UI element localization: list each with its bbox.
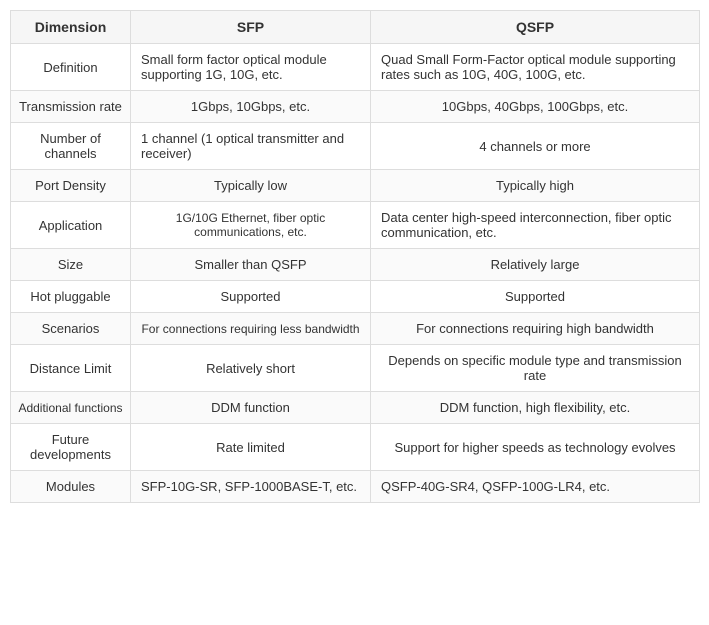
cell-dimension: Additional functions	[11, 392, 131, 424]
cell-qsfp: Quad Small Form-Factor optical module su…	[371, 44, 700, 91]
cell-qsfp: DDM function, high flexibility, etc.	[371, 392, 700, 424]
cell-sfp: DDM function	[131, 392, 371, 424]
cell-qsfp: Depends on specific module type and tran…	[371, 345, 700, 392]
cell-dimension: Number of channels	[11, 123, 131, 170]
cell-sfp: For connections requiring less bandwidth	[131, 313, 371, 345]
cell-dimension: Transmission rate	[11, 91, 131, 123]
cell-sfp: Smaller than QSFP	[131, 249, 371, 281]
table-row: DefinitionSmall form factor optical modu…	[11, 44, 700, 91]
cell-dimension: Modules	[11, 471, 131, 503]
cell-qsfp: QSFP-40G-SR4, QSFP-100G-LR4, etc.	[371, 471, 700, 503]
cell-qsfp: Supported	[371, 281, 700, 313]
cell-dimension: Scenarios	[11, 313, 131, 345]
table-body: DefinitionSmall form factor optical modu…	[11, 44, 700, 503]
cell-sfp: 1G/10G Ethernet, fiber optic communicati…	[131, 202, 371, 249]
table-row: Additional functionsDDM functionDDM func…	[11, 392, 700, 424]
table-row: Application1G/10G Ethernet, fiber optic …	[11, 202, 700, 249]
col-header-dimension: Dimension	[11, 11, 131, 44]
cell-sfp: SFP-10G-SR, SFP-1000BASE-T, etc.	[131, 471, 371, 503]
cell-dimension: Application	[11, 202, 131, 249]
table-row: Transmission rate1Gbps, 10Gbps, etc.10Gb…	[11, 91, 700, 123]
cell-dimension: Port Density	[11, 170, 131, 202]
table-row: Future developmentsRate limitedSupport f…	[11, 424, 700, 471]
cell-sfp: Small form factor optical module support…	[131, 44, 371, 91]
table-row: SizeSmaller than QSFPRelatively large	[11, 249, 700, 281]
cell-sfp: 1 channel (1 optical transmitter and rec…	[131, 123, 371, 170]
table-row: Hot pluggableSupportedSupported	[11, 281, 700, 313]
comparison-table: Dimension SFP QSFP DefinitionSmall form …	[10, 10, 700, 503]
table-row: Port DensityTypically lowTypically high	[11, 170, 700, 202]
table-row: Distance LimitRelatively shortDepends on…	[11, 345, 700, 392]
comparison-table-container: Dimension SFP QSFP DefinitionSmall form …	[10, 10, 699, 503]
cell-dimension: Size	[11, 249, 131, 281]
cell-dimension: Definition	[11, 44, 131, 91]
table-row: ScenariosFor connections requiring less …	[11, 313, 700, 345]
cell-sfp: Typically low	[131, 170, 371, 202]
cell-qsfp: 4 channels or more	[371, 123, 700, 170]
cell-sfp: Relatively short	[131, 345, 371, 392]
cell-sfp: Supported	[131, 281, 371, 313]
cell-qsfp: Relatively large	[371, 249, 700, 281]
cell-sfp: 1Gbps, 10Gbps, etc.	[131, 91, 371, 123]
cell-dimension: Future developments	[11, 424, 131, 471]
cell-dimension: Distance Limit	[11, 345, 131, 392]
cell-dimension: Hot pluggable	[11, 281, 131, 313]
cell-qsfp: Typically high	[371, 170, 700, 202]
table-header-row: Dimension SFP QSFP	[11, 11, 700, 44]
cell-sfp: Rate limited	[131, 424, 371, 471]
col-header-sfp: SFP	[131, 11, 371, 44]
table-row: Number of channels1 channel (1 optical t…	[11, 123, 700, 170]
cell-qsfp: For connections requiring high bandwidth	[371, 313, 700, 345]
table-row: ModulesSFP-10G-SR, SFP-1000BASE-T, etc.Q…	[11, 471, 700, 503]
cell-qsfp: Data center high-speed interconnection, …	[371, 202, 700, 249]
cell-qsfp: Support for higher speeds as technology …	[371, 424, 700, 471]
col-header-qsfp: QSFP	[371, 11, 700, 44]
cell-qsfp: 10Gbps, 40Gbps, 100Gbps, etc.	[371, 91, 700, 123]
